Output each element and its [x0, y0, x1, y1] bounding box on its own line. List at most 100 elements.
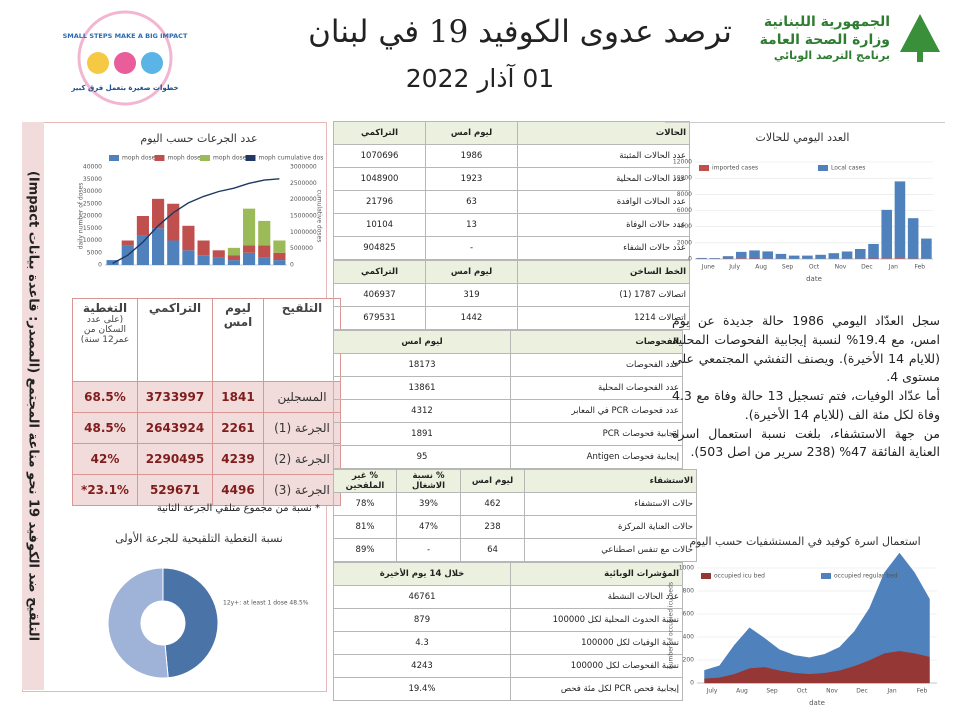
x-tick-label: July [706, 688, 718, 695]
legend-swatch [154, 155, 165, 161]
header-cell: التغطية (على عدد السكان من عمر12 سنة) [72, 298, 138, 382]
x-tick-label: Jan [886, 688, 896, 695]
x-tick-label: Nov [835, 264, 847, 271]
bar [258, 245, 271, 258]
cell: 39% [396, 492, 461, 516]
y-tick-label: 8000 [677, 191, 692, 198]
row-label: عدد فحوصات PCR في المعابر [510, 399, 683, 423]
cell: 3733997 [137, 381, 213, 413]
cell: 238 [460, 515, 525, 539]
header-cell: ليوم امس [333, 330, 511, 354]
cell: 1048900 [333, 167, 426, 191]
cell: 64 [460, 538, 525, 562]
cell: 879 [333, 608, 511, 632]
x-tick-label: Nov [826, 688, 838, 695]
x-tick-label: Feb [914, 264, 925, 271]
footnote: * نسبة من مجموع متلقي الجرعة الثانية [156, 503, 320, 514]
cell: - [396, 538, 461, 562]
row-label: عدد الفحوصات المحلية [510, 376, 683, 400]
line [112, 178, 280, 265]
y-tick-label: 12000 [673, 159, 692, 166]
bar [709, 258, 721, 259]
row: المسجلين 1841 3733997 68.5% [72, 381, 341, 413]
cell: 4243 [333, 654, 511, 678]
x-tick-label: Aug [755, 264, 767, 271]
legend-swatch [109, 155, 119, 161]
cell: 63 [425, 190, 518, 214]
y-tick-label: 20000 [83, 213, 102, 220]
x-tick-label: Dec [861, 264, 873, 271]
cedar [900, 14, 940, 52]
row-label: حالات الاستشفاء [524, 492, 697, 516]
row-label: عدد الحالات النشطة [510, 585, 683, 609]
bar [894, 258, 906, 259]
cell: 529671 [137, 474, 213, 506]
bar [735, 251, 747, 259]
bar [152, 228, 165, 265]
cell: 18173 [333, 353, 511, 377]
row-label: الجرعة (1) [263, 412, 341, 444]
bar [167, 240, 180, 265]
ministry-line: الجمهورية اللبنانية [763, 14, 890, 30]
y2-tick-label: 0 [290, 262, 294, 269]
y-tick-label: 4000 [677, 223, 692, 230]
row: الجرعة (1) 2261 2643924 48.5% [72, 412, 341, 444]
summary: سجل العدّاد اليومي 1986 حالة جديدة عن يو… [672, 312, 940, 462]
y2-tick-label: 1500000 [290, 213, 317, 220]
row: عدد الحالات الوافدة 63 21796 [333, 190, 690, 214]
cell: 1070696 [333, 144, 426, 168]
side-title-box: التلقيح ضد الكوفيد 19 نحو مناعة المجتمع … [26, 171, 41, 641]
bar [182, 250, 195, 265]
row: نسبة الحدوث المحلية لكل 100000 879 [333, 608, 683, 632]
pie-annotation: 12y+: at least 1 dose 48.5% [223, 600, 309, 607]
table-tests: الفحوصات ليوم امس عدد الفحوصات 18173 عدد الف… [333, 330, 683, 469]
row-label: الجرعة (3) [263, 474, 341, 506]
area [704, 552, 930, 679]
bar [921, 238, 932, 259]
header-row: الخط الساخن ليوم امس التراكمي [333, 260, 690, 284]
legend-label: occupied icu bed [714, 573, 765, 580]
chart: نسبة التغطية التلقيحية للجرعة الأولى 12y+… [107, 531, 309, 679]
bar [243, 252, 256, 265]
y2-tick-label: 2500000 [290, 180, 317, 187]
row: عدد الحالات المثبتة 1986 1070696 [333, 144, 690, 168]
divider [665, 122, 945, 123]
row-label: اتصالات 1214 [517, 306, 690, 330]
y-tick-label: 1000 [679, 565, 694, 572]
header-row: التلقيح ليوم امس التراكمي التغطية (على عدد ا… [72, 298, 341, 382]
y-tick-label: 40000 [83, 164, 102, 171]
y2-tick-label: 3000000 [290, 164, 317, 171]
x-tick-label: June [701, 264, 715, 271]
x-tick-label: Aug [736, 688, 748, 695]
row-label: إيجابية فحص PCR لكل مئة فحص [510, 677, 683, 701]
cedar-logo [900, 14, 940, 62]
chart: عدد الجرعات حسب اليوم 0 5000 10000 15000 2000… [78, 132, 324, 269]
y-tick-label: 10000 [673, 175, 692, 182]
y-tick-label: 600 [683, 611, 695, 618]
side-title: التلقيح ضد الكوفيد 19 نحو مناعة المجتمع … [26, 171, 41, 641]
bar [907, 218, 919, 259]
legend-label: imported cases [712, 165, 758, 172]
legend-swatch [200, 155, 210, 161]
pie-slice [107, 567, 169, 679]
header-row: المؤشرات الوبائية خلال 14 يوم الأخيرة [333, 562, 683, 586]
chart: العدد اليومي للحالات 0 2000 4000 6000 8000 100… [673, 131, 933, 283]
bar [854, 248, 866, 259]
bar [258, 220, 271, 246]
row-label: اتصالات 1787 (1) [517, 283, 690, 307]
y-tick-label: 800 [683, 588, 695, 595]
bar [152, 198, 165, 229]
header-cell: خلال 14 يوم الأخيرة [333, 562, 511, 586]
bar [197, 240, 210, 256]
y-tick-label: 5000 [87, 249, 102, 256]
chart-title: استعمال اسرة كوفيد في المستشفيات حسب الي… [689, 535, 920, 548]
bar [788, 255, 800, 259]
header-cell: % غير الملقحين [333, 469, 397, 493]
chart-title: العدد اليومي للحالات [756, 131, 850, 144]
row-label: عدد حالات الوفاة [517, 213, 690, 237]
row: عدد الحالات النشطة 46761 [333, 585, 683, 609]
row-label: حالات العناية المركزة [524, 515, 697, 539]
row: اتصالات 1787 (1) 319 406937 [333, 283, 690, 307]
y-tick-label: 6000 [677, 207, 692, 214]
